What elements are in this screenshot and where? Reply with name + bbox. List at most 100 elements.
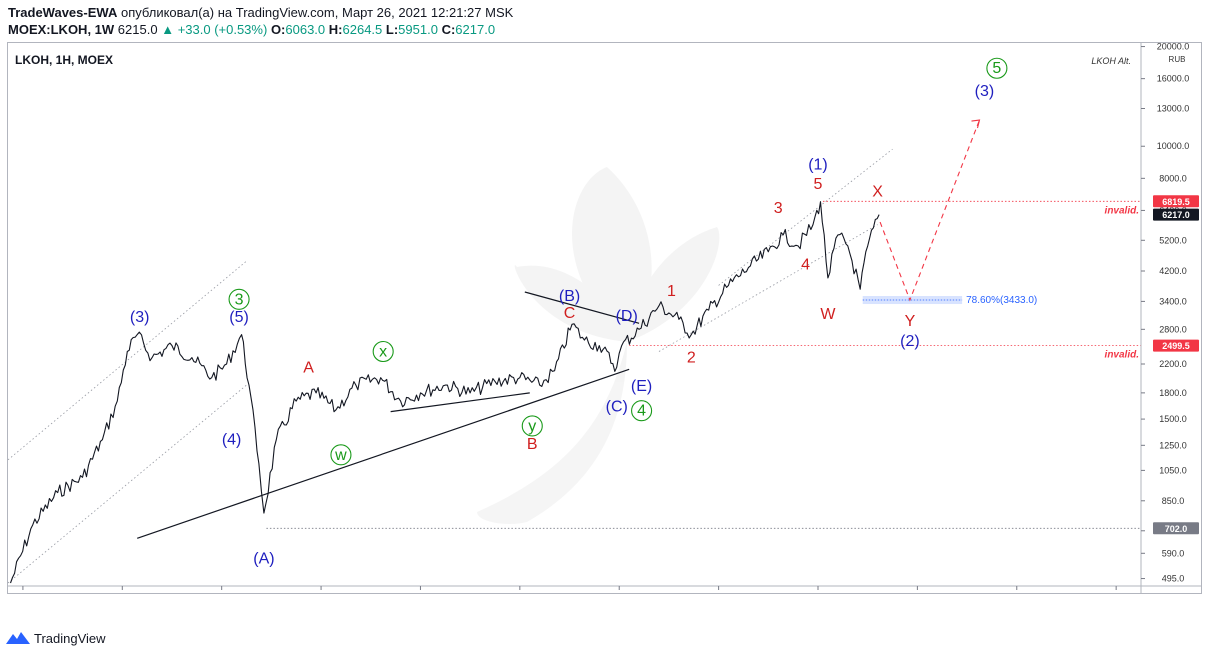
wave-a-low-tag[interactable] (1153, 522, 1199, 535)
x-tick-label: 2004 (13, 593, 33, 594)
fib-label: 78.60%(3433.0) (966, 295, 1037, 306)
high-label: H: (328, 22, 343, 37)
wave-label[interactable]: (3) (130, 309, 150, 326)
wave-label[interactable]: 1 (667, 283, 676, 300)
invalidation-high-tag-label: 6819.5 (1162, 197, 1190, 207)
published-note: опубликовал(а) на TradingView.com, Март … (120, 5, 514, 20)
low-label: L: (385, 22, 399, 37)
channel-2016-upper[interactable] (718, 148, 893, 286)
close-value: 6217.0 (455, 22, 496, 37)
wave-label[interactable]: B (527, 436, 538, 453)
wave-label[interactable]: w (334, 447, 347, 464)
wave-label[interactable]: (D) (616, 308, 638, 325)
wave-label[interactable]: (2) (900, 333, 920, 350)
header-line-2: MOEX:LKOH, 1W 6215.0 ▲ +33.0 (+0.53%) O:… (8, 21, 513, 38)
x-tick-label: 2016 (609, 593, 629, 594)
wave-label[interactable]: W (820, 306, 836, 323)
x-tick-label: 2014 (510, 593, 530, 594)
base-trendline[interactable] (137, 368, 630, 539)
wave-label[interactable]: y (528, 418, 536, 435)
triangle-upper[interactable] (524, 291, 640, 324)
y-tick-label: 1500.0 (1159, 414, 1187, 424)
wave-label[interactable]: Y (905, 313, 916, 330)
wave-circle (330, 444, 352, 466)
watermark-logo (477, 167, 720, 524)
price-chart[interactable]: invalid.invalid.78.60%(3433.0) (3) (5)3(4… (7, 42, 1202, 594)
invalidation-high-tag[interactable] (1153, 195, 1199, 208)
wave-label[interactable]: 2 (687, 350, 696, 367)
fib-zone[interactable] (862, 296, 963, 305)
footer-brand: TradingView (34, 630, 106, 646)
y-tick-label: 3400.0 (1159, 296, 1187, 306)
y-tick-label: 2200.0 (1159, 359, 1187, 369)
wave-label[interactable]: 4 (637, 403, 646, 420)
symbol-label[interactable]: MOEX:LKOH, 1W (8, 22, 115, 37)
wave-circle (228, 288, 250, 310)
y-tick-label: 8000.0 (1159, 173, 1187, 183)
wave-label[interactable]: (1) (808, 157, 828, 174)
wave-label[interactable]: (E) (631, 378, 652, 395)
last-price-tag-label: 6217.0 (1162, 210, 1190, 220)
x-tick-label: 2012 (410, 593, 430, 594)
wave-label[interactable]: (A) (253, 550, 274, 567)
wave-label[interactable]: X (872, 184, 883, 201)
wave-label[interactable]: 3 (774, 200, 783, 217)
x-tick-label: 2026 (1106, 593, 1126, 594)
wave-circle (986, 57, 1008, 79)
projection-path[interactable] (879, 119, 981, 302)
wave-circle (372, 340, 394, 363)
wave-label[interactable]: C (564, 305, 576, 322)
open-label: O: (270, 22, 286, 37)
wave-label[interactable]: (B) (559, 288, 580, 305)
footer-branding[interactable]: TradingView (6, 627, 106, 649)
wave-label[interactable]: (C) (606, 398, 628, 415)
price-line[interactable] (9, 201, 880, 584)
y-tick-label: 590.0 (1162, 548, 1185, 558)
last-price: 6215.0 (117, 22, 158, 37)
price-change: +33.0 (+0.53%) (177, 22, 268, 37)
x-tick-label: 2022 (907, 593, 927, 594)
y-tick-label: 13000.0 (1157, 104, 1190, 114)
wave-label[interactable]: A (303, 359, 314, 376)
y-tick-label: 2800.0 (1159, 324, 1187, 334)
x-tick-label: 2020 (808, 593, 828, 594)
y-tick-label: 10000.0 (1157, 141, 1190, 151)
last-price-tag[interactable] (1153, 208, 1199, 221)
wave-label[interactable]: 5 (992, 60, 1001, 77)
author-name[interactable]: TradeWaves-EWA (8, 5, 118, 20)
header-line-1: TradeWaves-EWA опубликовал(а) на Trading… (8, 4, 513, 21)
chart-header: TradeWaves-EWA опубликовал(а) на Trading… (8, 4, 513, 38)
wave-circle (521, 415, 543, 437)
projection-arrow-icon (971, 119, 981, 129)
wave-label[interactable]: (3) (975, 83, 995, 100)
x-tick-label: 2006 (112, 593, 132, 594)
y-tick-label: 1050.0 (1159, 465, 1187, 475)
invalidation-low-tag[interactable] (1153, 339, 1199, 352)
y-tick-label: 20000.0 (1157, 42, 1190, 52)
up-arrow-icon: ▲ (161, 22, 175, 37)
chart-title: LKOH, 1H, MOEX (15, 53, 113, 67)
close-label: C: (441, 22, 456, 37)
wave-label[interactable]: 5 (814, 176, 823, 193)
x-tick-label: 2008 (212, 593, 232, 594)
x-tick-label: 2010 (311, 593, 331, 594)
wave-label[interactable]: 3 (235, 291, 244, 308)
y-tick-label: 5200.0 (1159, 235, 1187, 245)
triangle-lower[interactable] (390, 392, 530, 413)
y-tick-label: 850.0 (1162, 496, 1185, 506)
y-tick-label: 4200.0 (1159, 266, 1187, 276)
wave-a-low-tag-label: 702.0 (1165, 524, 1188, 534)
tradingview-logo-icon (6, 632, 30, 644)
corner-note: LKOH Alt. (1091, 56, 1131, 66)
x-tick-label: 2024 (1007, 593, 1027, 594)
x-tick-label: 2018 (709, 593, 729, 594)
invalidation-low-note: invalid. (1105, 350, 1139, 361)
wave-label[interactable]: (4) (222, 432, 242, 449)
low-value: 5951.0 (398, 22, 438, 37)
wave-circle (631, 400, 653, 422)
wave-label[interactable]: x (379, 343, 387, 360)
wave-label[interactable]: (5) (229, 309, 249, 326)
chart-frame[interactable]: invalid. invalid. 78.60%(3433.0) (3) (5) 3 (4… (7, 42, 1202, 594)
wave-label[interactable]: 4 (801, 256, 810, 273)
y-tick-label: 1800.0 (1159, 388, 1187, 398)
